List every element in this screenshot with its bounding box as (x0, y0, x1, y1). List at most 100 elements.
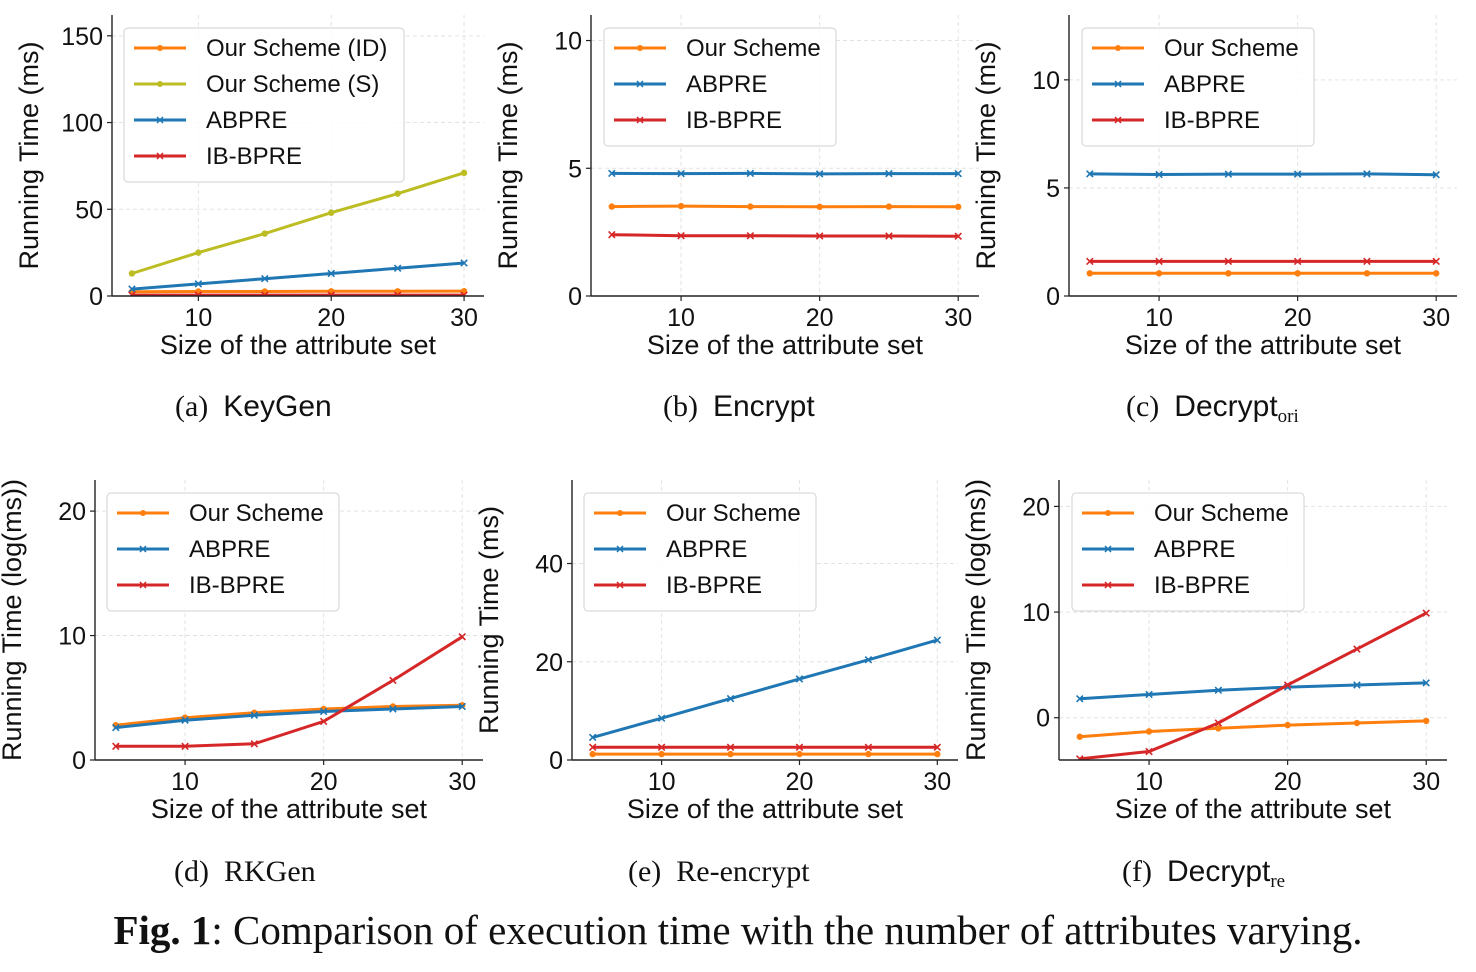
x-tick-label: 20 (806, 304, 834, 332)
legend: Our Scheme ABPRE IB-BPRE (583, 492, 817, 612)
data-point (389, 676, 397, 685)
data-point (194, 291, 203, 296)
y-axis-label: Running Time (ms) (971, 41, 1001, 269)
data-point (885, 169, 893, 178)
series-line (1079, 611, 1427, 760)
data-point (1283, 681, 1292, 689)
y-tick-label: 20 (535, 649, 563, 677)
data-point (1076, 694, 1084, 703)
legend-marker (1104, 545, 1112, 553)
data-point (1214, 719, 1223, 727)
data-point (393, 264, 402, 273)
data-point (1432, 257, 1440, 266)
data-point (181, 742, 189, 751)
legend-marker (616, 545, 624, 553)
data-point (1145, 728, 1153, 735)
caption-b: (b) Encrypt (663, 390, 815, 423)
data-point (1086, 257, 1094, 266)
legend-marker (157, 45, 163, 51)
data-point (1155, 270, 1163, 277)
data-point (1224, 257, 1233, 266)
figure-label: Fig. 1 (113, 907, 212, 953)
data-point (933, 636, 942, 644)
series-our-scheme-s- (128, 169, 468, 277)
data-point (816, 203, 823, 211)
y-tick-label: 5 (568, 155, 582, 183)
series-line (115, 705, 463, 730)
data-point (458, 633, 466, 641)
x-tick-label: 20 (310, 768, 338, 796)
data-point (588, 743, 597, 751)
data-point (128, 285, 136, 293)
y-tick-label: 20 (1022, 493, 1050, 521)
chart-panel-e: 10 20 30 0 20 40 Size of the attribute set Runn… (474, 480, 958, 824)
data-point (865, 750, 872, 758)
x-axis-label: Size of the attribute set (160, 330, 437, 360)
y-tick-label: 0 (549, 747, 563, 775)
data-point (746, 231, 755, 240)
legend-marker (1114, 116, 1122, 124)
legend-label: Our Scheme (686, 35, 821, 62)
x-tick-label: 30 (944, 304, 972, 332)
legend-marker (1105, 510, 1111, 516)
legend-marker (1114, 80, 1122, 88)
series-abpre (1086, 170, 1440, 179)
legend-label: ABPRE (1164, 71, 1245, 98)
data-point (608, 203, 615, 210)
data-point (1155, 257, 1163, 266)
y-axis-label: Running Time (log(ms)) (0, 479, 27, 761)
x-axis-label: Size of the attribute set (627, 794, 904, 824)
data-point (955, 203, 962, 211)
y-tick-label: 10 (1022, 599, 1050, 627)
legend-label: ABPRE (189, 536, 270, 563)
y-tick-label: 10 (1032, 67, 1060, 95)
x-tick-label: 10 (648, 768, 676, 796)
legend-label: ABPRE (686, 71, 767, 98)
data-point (747, 203, 754, 210)
figure-caption-text: : Comparison of execution time with the … (211, 907, 1363, 953)
series-line (115, 703, 463, 727)
data-point (934, 750, 941, 758)
series-line (611, 233, 959, 238)
legend-label: Our Scheme (1164, 35, 1299, 62)
data-point (589, 750, 596, 758)
series-line (1089, 172, 1437, 177)
data-point (327, 269, 335, 278)
data-point (1293, 170, 1302, 178)
data-point (1432, 170, 1440, 179)
series-our-scheme (608, 202, 962, 211)
x-axis-label: Size of the attribute set (1125, 330, 1402, 360)
x-tick-label: 30 (450, 304, 478, 332)
legend: Our Scheme ABPRE IB-BPRE (1081, 27, 1315, 147)
data-point (112, 723, 120, 732)
data-point (1423, 717, 1430, 725)
legend-label: IB-BPRE (1154, 572, 1250, 599)
legend-label: IB-BPRE (189, 572, 285, 599)
data-point (608, 230, 616, 239)
data-point (864, 656, 873, 664)
y-tick-label: 150 (61, 23, 103, 51)
data-point (588, 733, 597, 742)
data-point (657, 743, 666, 751)
series-ib-bpre (588, 743, 942, 751)
data-point (815, 232, 824, 240)
x-tick-label: 20 (786, 768, 814, 796)
data-point (1145, 747, 1153, 756)
data-point (815, 170, 824, 178)
series-line (592, 638, 938, 739)
data-point (389, 705, 397, 713)
x-tick-label: 20 (1274, 768, 1302, 796)
series-line (115, 635, 463, 748)
data-point (460, 259, 468, 267)
data-point (933, 743, 942, 751)
x-axis-label: Size of the attribute set (1115, 794, 1392, 824)
legend-marker (139, 581, 147, 589)
legend-label: ABPRE (206, 107, 287, 134)
x-tick-label: 20 (317, 304, 345, 332)
series-our-scheme (589, 750, 941, 758)
legend-marker (616, 581, 624, 589)
